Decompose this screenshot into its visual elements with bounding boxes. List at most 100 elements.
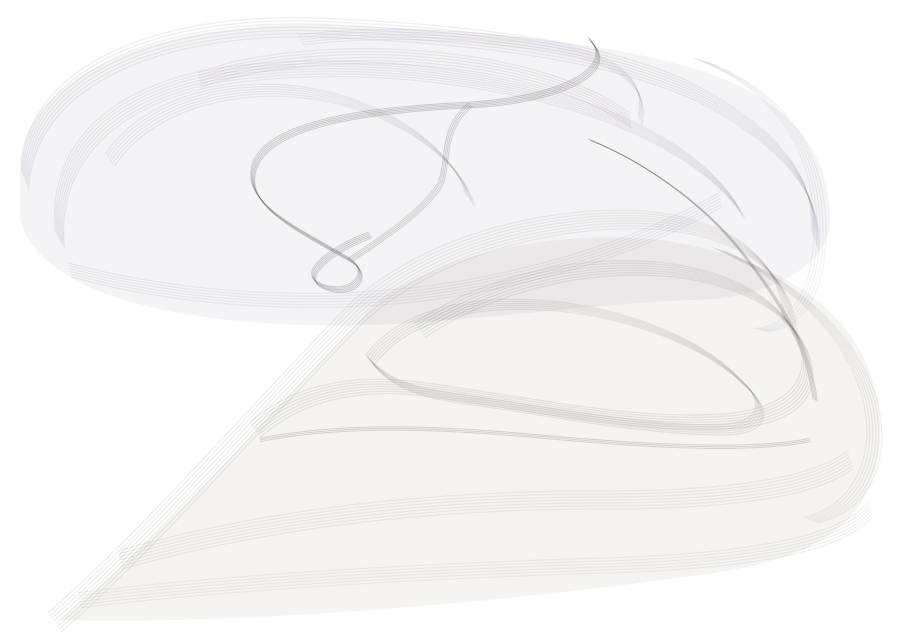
lower-loop-inner (366, 300, 758, 428)
core-s-stem (351, 106, 473, 262)
lower-floor-ribbon (77, 501, 870, 594)
upper-mid-ribbon (56, 65, 740, 239)
upper-inner-ribbon (110, 90, 472, 202)
upper-mid-ribbon (59, 70, 743, 244)
lower-loop-outer (254, 267, 809, 431)
upper-crest-ribbon (200, 62, 632, 129)
upper-mid-ribbon (62, 75, 746, 249)
upper-right-ribbon (693, 57, 815, 329)
upper-right-ribbon (702, 60, 824, 332)
upper-outer-ribbon (21, 20, 814, 235)
lower-floor-ribbon (79, 507, 871, 600)
lower-right-wrap (723, 250, 880, 523)
lower-lobe-fill (60, 237, 880, 621)
upper-lobe-fill (20, 24, 830, 326)
lower-outer-edge (59, 225, 796, 630)
core-right-descent (590, 139, 817, 401)
core-s-fold (250, 36, 597, 288)
lower-right-wrap (717, 248, 874, 521)
upper-underside-ribbon (69, 200, 721, 303)
lower-floor-ribbon (80, 513, 872, 606)
upper-outer-ribbon (27, 36, 820, 251)
lower-right-wrap (711, 246, 868, 519)
core-s-fold (252, 39, 599, 291)
core-right-descent (588, 139, 815, 401)
lower-base-ribbon (121, 465, 853, 567)
upper-underside-ribbon (70, 203, 722, 306)
core-s-stem (347, 103, 469, 259)
lower-wedge-lobe (47, 209, 883, 632)
lower-loop-outer (250, 262, 805, 426)
lower-outer-edge (57, 222, 794, 627)
lower-loop-inner (371, 306, 763, 434)
core-right-descent (587, 138, 814, 400)
lower-loop-outer (259, 274, 814, 438)
lower-right-wrap (726, 251, 883, 524)
upper-underside-ribbon (69, 198, 721, 300)
lower-loop-outer (256, 269, 810, 434)
upper-outer-ribbon (20, 17, 813, 232)
lower-right-wrap (714, 247, 871, 520)
upper-mid-ribbon (53, 60, 737, 233)
lower-base-ribbon (118, 456, 850, 558)
upper-crest-ribbon (198, 50, 630, 117)
lower-loop-inner (365, 298, 757, 426)
upper-top-ribbon (299, 34, 642, 121)
lower-loop-inner (373, 308, 765, 436)
upper-outer-ribbon (23, 23, 815, 238)
lower-outer-edge (53, 217, 790, 622)
lower-outer-edge (61, 227, 798, 632)
core-right-descent (591, 140, 818, 402)
lower-floor-ribbon (78, 504, 870, 597)
upper-top-ribbon (300, 36, 643, 124)
upper-top-ribbon (298, 31, 641, 119)
upper-right-ribbon (699, 59, 821, 331)
upper-swirl-lobe (20, 17, 830, 333)
lower-loop-core (259, 427, 811, 448)
upper-top-ribbon (297, 29, 640, 116)
core-s-stem (350, 105, 472, 261)
lower-outer-edge (49, 212, 786, 617)
lower-loop-inner (370, 304, 761, 432)
upper-outer-ribbon (25, 29, 818, 244)
lower-loop-core (259, 426, 810, 446)
core-s-fold (253, 40, 600, 292)
lower-outer-edge (55, 220, 792, 624)
upper-mid-ribbon (61, 73, 744, 246)
upper-outer-ribbon (26, 33, 819, 248)
lower-outer-edge (47, 209, 784, 614)
upper-top-ribbon (301, 39, 644, 126)
upper-underside-ribbon (70, 206, 723, 309)
upper-inner-ribbon (104, 83, 467, 195)
upper-crest-ribbon (198, 47, 630, 114)
upper-outer-ribbon (24, 26, 816, 241)
lower-loop-core (260, 429, 811, 449)
upper-inner-ribbon (106, 86, 468, 198)
upper-underside-ribbon (68, 195, 720, 297)
lower-loop-outer (248, 260, 803, 424)
upper-crest-ribbon (199, 56, 631, 123)
upper-crest-ribbon (199, 53, 631, 120)
upper-underside-ribbon (67, 192, 720, 295)
core-s-stem (348, 104, 470, 260)
lower-base-ribbon (119, 459, 851, 561)
lower-loop-outer (252, 264, 807, 429)
upper-right-ribbon (705, 61, 827, 333)
core-s-fold (254, 42, 601, 293)
upper-crest-ribbon (200, 59, 632, 126)
lower-base-ribbon (121, 468, 854, 570)
lower-base-ribbon (116, 450, 849, 552)
lower-loop-outer (257, 272, 812, 436)
lower-floor-ribbon (80, 516, 873, 609)
lower-loop-inner (368, 302, 760, 430)
lower-floor-ribbon (79, 510, 871, 603)
upper-mid-ribbon (58, 68, 741, 241)
upper-inner-ribbon (113, 95, 476, 207)
upper-mid-ribbon (55, 62, 738, 236)
lower-base-ribbon (120, 462, 852, 564)
upper-right-ribbon (696, 58, 818, 330)
lower-right-wrap (720, 249, 877, 522)
lower-base-ribbon (117, 453, 849, 555)
core-s-fold (251, 38, 598, 289)
